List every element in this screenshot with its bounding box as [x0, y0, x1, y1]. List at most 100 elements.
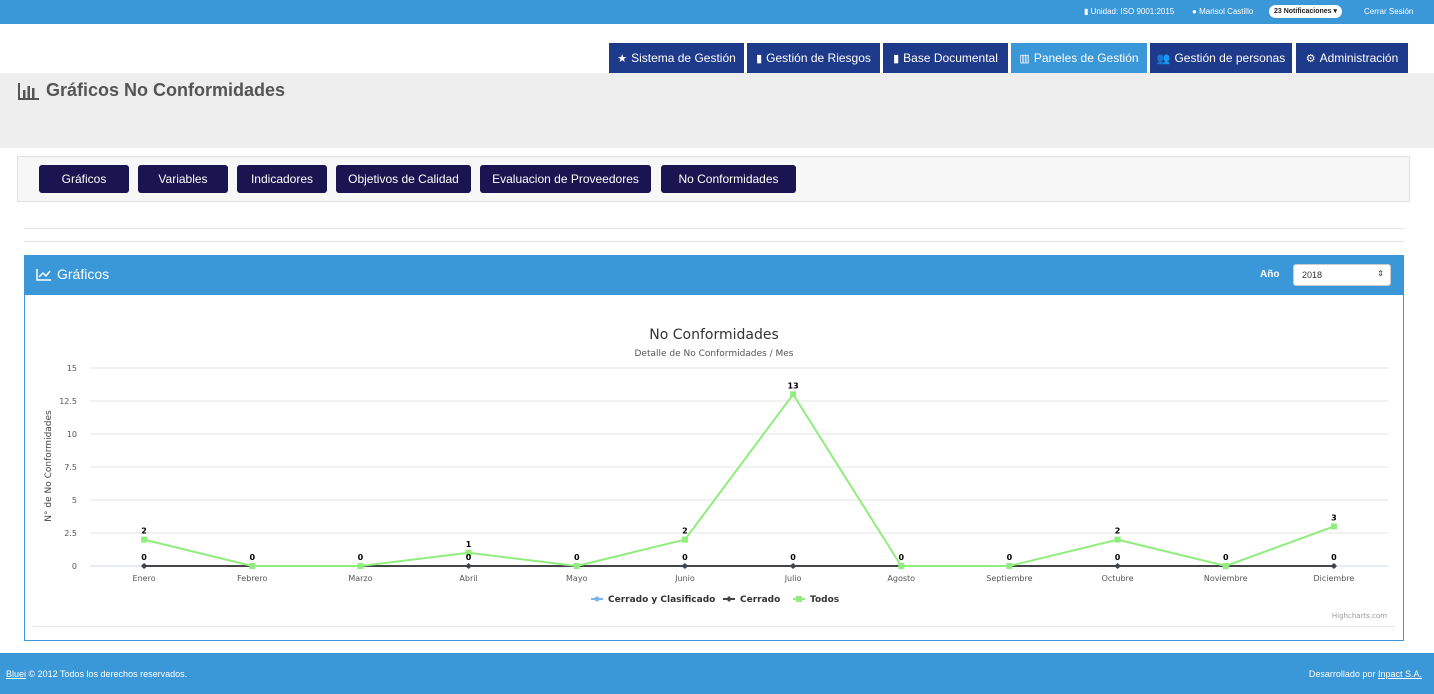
user-info: ● Marisol Castillo [1192, 7, 1253, 16]
y-axis-label: N° de No Conformidades [44, 410, 54, 522]
data-point[interactable] [141, 563, 148, 569]
data-label: 0 [790, 553, 796, 562]
legend-item[interactable]: Todos [810, 595, 839, 605]
data-point[interactable] [141, 536, 148, 543]
data-point[interactable] [1114, 563, 1121, 569]
legend-symbol [796, 596, 802, 602]
data-label: 0 [358, 553, 364, 562]
legend-item[interactable]: Cerrado y Clasificado [608, 595, 715, 605]
brand-link[interactable]: Bluei [6, 669, 27, 679]
caret-down-icon: ▾ [1333, 8, 1338, 15]
nav-label: Gestión de Riesgos [766, 51, 871, 65]
footer-left: Bluei © 2012 Todos los derechos reservad… [6, 669, 187, 679]
bar-chart-icon: ▥ [1019, 52, 1030, 65]
y-tick-label: 10 [67, 430, 77, 439]
data-point[interactable] [465, 549, 472, 556]
data-point[interactable] [1006, 563, 1013, 569]
subnav-evaluacion-button[interactable]: Evaluacion de Proveedores [480, 165, 651, 193]
legend-item[interactable]: Cerrado [740, 595, 780, 605]
data-point[interactable] [681, 563, 688, 569]
year-select[interactable]: 2018 ⇕ [1293, 264, 1391, 286]
subnav-objetivos-button[interactable]: Objetivos de Calidad [336, 165, 471, 193]
nav-label: Sistema de Gestión [631, 51, 736, 65]
data-point[interactable] [898, 563, 905, 569]
footer-right: Desarrollado por Inpact S.A. [1309, 669, 1422, 679]
y-tick-label: 7.5 [64, 463, 77, 472]
file-icon: ▮ [1084, 7, 1089, 16]
chart-panel: Gráficos Año 2018 ⇕ No Conformidades Det… [24, 255, 1404, 641]
nav-administracion[interactable]: ⚙ Administración [1296, 43, 1408, 73]
divider [24, 241, 1404, 242]
data-point[interactable] [790, 563, 797, 569]
divider [33, 626, 1395, 627]
data-label: 0 [1007, 553, 1013, 562]
page-header [0, 73, 1434, 148]
data-label: 0 [141, 553, 147, 562]
data-point[interactable] [573, 563, 580, 569]
select-arrows-icon: ⇕ [1377, 269, 1384, 278]
cogs-icon: ⚙ [1305, 52, 1316, 65]
dev-prefix: Desarrollado por [1308, 669, 1376, 679]
x-tick-label: Agosto [887, 574, 915, 583]
user-name: Marisol Castillo [1199, 7, 1254, 16]
data-label: 0 [682, 553, 688, 562]
data-point[interactable] [1222, 563, 1229, 569]
data-point[interactable] [1330, 563, 1337, 569]
star-icon: ★ [617, 52, 628, 65]
x-tick-label: Octubre [1102, 574, 1134, 583]
subnav-no-conformidades-button[interactable]: No Conformidades [661, 165, 796, 193]
data-point[interactable] [681, 536, 688, 543]
subnav-indicadores-button[interactable]: Indicadores [237, 165, 327, 193]
data-point[interactable] [1330, 523, 1337, 530]
legend-symbol [726, 596, 732, 602]
data-point[interactable] [1114, 536, 1121, 543]
logout-link[interactable]: Cerrar Sesión [1364, 7, 1414, 16]
data-point[interactable] [357, 563, 364, 569]
legend-symbol [594, 596, 600, 602]
x-tick-label: Noviembre [1204, 574, 1248, 583]
unit-label: Unidad: ISO 9001:2015 [1090, 7, 1175, 16]
panel-title-text: Gráficos [57, 266, 110, 282]
data-label: 2 [1115, 527, 1121, 536]
nav-sistema-gestion[interactable]: ★ Sistema de Gestión [609, 43, 744, 73]
line-chart-icon [36, 268, 51, 281]
chart-credits[interactable]: Highcharts.com [1332, 612, 1387, 620]
x-tick-label: Junio [674, 574, 695, 583]
notifications-label: 23 Notificaciones [1274, 8, 1332, 15]
data-point[interactable] [465, 563, 472, 569]
nav-gestion-riesgos[interactable]: ▮ Gestión de Riesgos [747, 43, 880, 73]
data-point[interactable] [249, 563, 256, 569]
data-label: 1 [466, 540, 472, 549]
data-label: 13 [788, 381, 799, 390]
x-tick-label: Diciembre [1313, 574, 1354, 583]
subnav-graficos-button[interactable]: Gráficos [39, 165, 129, 193]
data-point[interactable] [790, 391, 797, 398]
nav-label: Base Documental [903, 51, 998, 65]
nav-gestion-personas[interactable]: 👥 Gestión de personas [1150, 43, 1292, 73]
subnav-variables-button[interactable]: Variables [138, 165, 228, 193]
top-bar: ▮ Unidad: ISO 9001:2015 ● Marisol Castil… [0, 0, 1434, 24]
unit-info: ▮ Unidad: ISO 9001:2015 [1084, 7, 1174, 16]
panel-header: Gráficos Año 2018 ⇕ [25, 256, 1403, 295]
notifications-dropdown[interactable]: 23 Notificaciones ▾ [1269, 5, 1343, 18]
nav-base-documental[interactable]: ▮ Base Documental [883, 43, 1008, 73]
footer: Bluei © 2012 Todos los derechos reservad… [0, 653, 1434, 694]
bar-chart-icon [18, 82, 39, 100]
y-tick-label: 15 [67, 364, 77, 373]
nav-paneles-gestion[interactable]: ▥ Paneles de Gestión [1011, 43, 1147, 73]
page-title: Gráficos No Conformidades [18, 80, 285, 101]
data-label: 3 [1331, 513, 1337, 522]
data-label: 2 [682, 527, 688, 536]
series-line [143, 392, 1335, 568]
nav-label: Gestión de personas [1174, 51, 1286, 65]
y-tick-label: 12.5 [59, 397, 77, 406]
data-label: 2 [141, 527, 147, 536]
chart-subtitle: Detalle de No Conformidades / Mes [634, 349, 793, 359]
x-tick-label: Septiembre [986, 574, 1032, 583]
users-icon: 👥 [1156, 52, 1171, 65]
copyright-text: © 2012 Todos los derechos reservados. [28, 669, 188, 679]
nav-label: Paneles de Gestión [1033, 51, 1139, 65]
dev-company-link[interactable]: Inpact S.A. [1377, 669, 1422, 679]
x-tick-label: Marzo [348, 574, 372, 583]
divider [24, 228, 1404, 229]
